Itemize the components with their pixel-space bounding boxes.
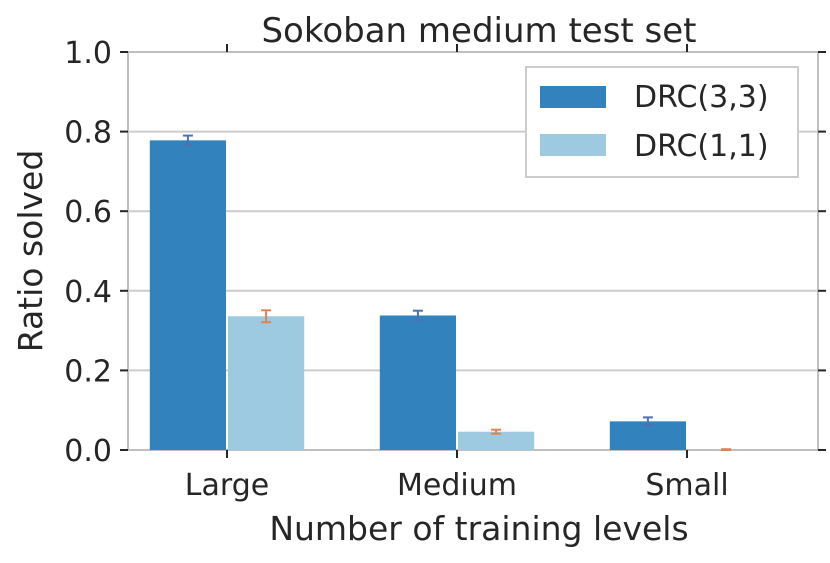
y-tick-label: 0.4 <box>64 275 112 310</box>
legend-swatch-drc11 <box>540 134 606 156</box>
y-tick-label: 0.6 <box>64 195 112 230</box>
bars <box>149 134 732 451</box>
y-axis-title: Ratio solved <box>11 150 50 353</box>
y-tick-label: 0.8 <box>64 116 112 151</box>
legend-swatch-drc33 <box>540 86 606 108</box>
y-tick-label: 1.0 <box>64 36 112 71</box>
legend: DRC(3,3) DRC(1,1) <box>525 66 799 178</box>
x-axis: Large Medium Small <box>185 44 729 503</box>
bar <box>379 315 456 450</box>
legend-label-drc11: DRC(1,1) <box>634 129 769 164</box>
chart-title: Sokoban medium test set <box>261 11 696 51</box>
bar <box>149 140 226 450</box>
legend-label-drc33: DRC(3,3) <box>634 80 769 115</box>
legend-box <box>525 66 799 178</box>
x-tick-label: Large <box>185 468 269 503</box>
x-tick-label: Small <box>645 468 728 503</box>
x-axis-title: Number of training levels <box>269 509 688 548</box>
x-tick-label: Medium <box>397 468 517 503</box>
y-tick-label: 0.0 <box>64 434 112 469</box>
bar <box>458 431 535 450</box>
bar <box>228 316 305 450</box>
y-tick-label: 0.2 <box>64 354 112 389</box>
y-axis: 0.0 0.2 0.4 0.6 0.8 1.0 <box>64 36 826 469</box>
